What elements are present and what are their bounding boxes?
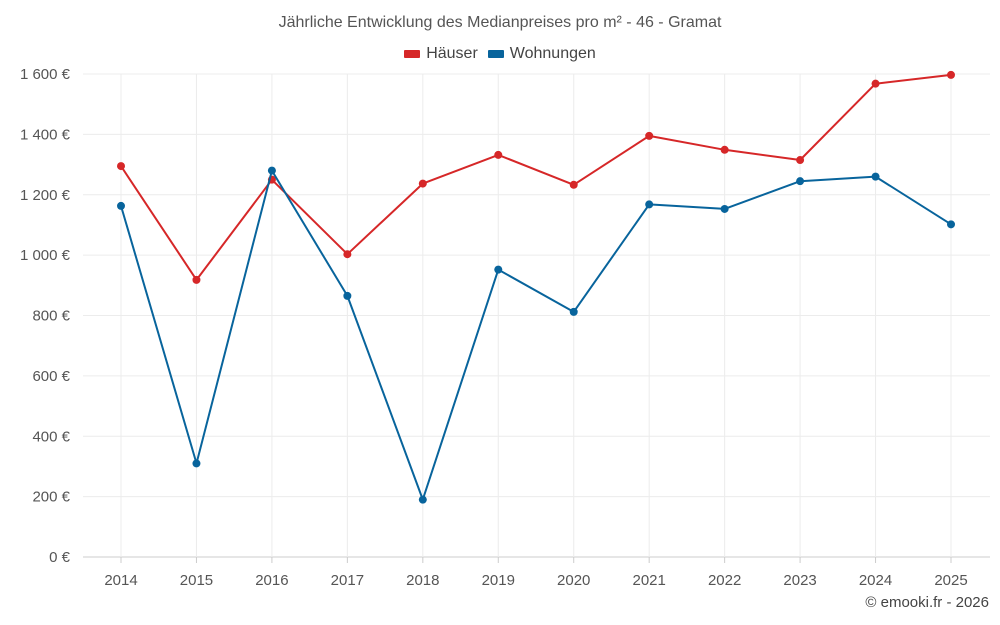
data-point-wohnungen[interactable] <box>418 495 427 504</box>
x-tick-label: 2018 <box>406 572 439 589</box>
y-tick-label: 1 200 € <box>20 187 71 204</box>
x-tick-label: 2025 <box>934 572 967 589</box>
data-point-wohnungen[interactable] <box>720 204 729 213</box>
data-point-wohnungen[interactable] <box>267 166 276 175</box>
data-point-wohnungen[interactable] <box>192 459 201 468</box>
data-point-wohnungen[interactable] <box>117 201 125 210</box>
data-point-haeuser[interactable] <box>418 179 427 188</box>
data-point-wohnungen[interactable] <box>494 265 503 274</box>
y-tick-label: 0 € <box>49 549 71 566</box>
x-tick-label: 2023 <box>783 572 816 589</box>
legend-swatch-haeuser <box>404 50 421 58</box>
data-point-haeuser[interactable] <box>494 150 503 159</box>
data-point-haeuser[interactable] <box>192 275 201 284</box>
data-point-wohnungen[interactable] <box>947 220 955 229</box>
y-tick-label: 1 600 € <box>20 66 71 83</box>
data-point-wohnungen[interactable] <box>569 307 578 316</box>
series-line-wohnungen <box>120 169 952 501</box>
data-point-haeuser[interactable] <box>720 145 729 154</box>
x-tick-label: 2017 <box>331 572 364 589</box>
data-point-wohnungen[interactable] <box>796 177 805 186</box>
legend-swatch-wohnungen <box>487 50 504 58</box>
credit-text: © emooki.fr - 2026 <box>865 594 989 611</box>
data-point-haeuser[interactable] <box>645 131 654 140</box>
y-tick-label: 200 € <box>32 489 70 506</box>
x-tick-label: 2019 <box>482 572 515 589</box>
data-point-wohnungen[interactable] <box>343 291 352 300</box>
series-line-haeuser <box>120 73 952 281</box>
legend-label-wohnungen: Wohnungen <box>509 45 596 62</box>
data-point-wohnungen[interactable] <box>871 172 880 181</box>
data-point-haeuser[interactable] <box>871 79 880 88</box>
x-tick-label: 2024 <box>859 572 892 589</box>
data-point-wohnungen[interactable] <box>645 200 654 209</box>
y-tick-label: 400 € <box>32 428 70 445</box>
data-point-haeuser[interactable] <box>117 162 125 171</box>
legend-label-haeuser: Häuser <box>426 45 478 62</box>
data-point-haeuser[interactable] <box>343 250 352 259</box>
data-point-haeuser[interactable] <box>947 70 955 79</box>
y-tick-label: 1 000 € <box>20 247 71 264</box>
data-point-haeuser[interactable] <box>569 180 578 189</box>
x-tick-label: 2021 <box>632 572 665 589</box>
chart-title: Jährliche Entwicklung des Medianpreises … <box>278 14 722 31</box>
chart-legend: Häuser Wohnungen <box>0 45 1000 63</box>
x-tick-label: 2020 <box>557 572 590 589</box>
y-tick-label: 1 400 € <box>20 126 71 143</box>
y-tick-label: 600 € <box>32 368 70 385</box>
data-point-haeuser[interactable] <box>796 156 805 165</box>
x-tick-label: 2016 <box>255 572 288 589</box>
x-tick-label: 2022 <box>708 572 741 589</box>
x-tick-label: 2014 <box>104 572 137 589</box>
y-tick-label: 800 € <box>32 308 70 325</box>
x-tick-label: 2015 <box>180 572 213 589</box>
legend-item-haeuser[interactable]: Häuser <box>404 45 478 63</box>
legend-item-wohnungen[interactable]: Wohnungen <box>487 45 596 63</box>
